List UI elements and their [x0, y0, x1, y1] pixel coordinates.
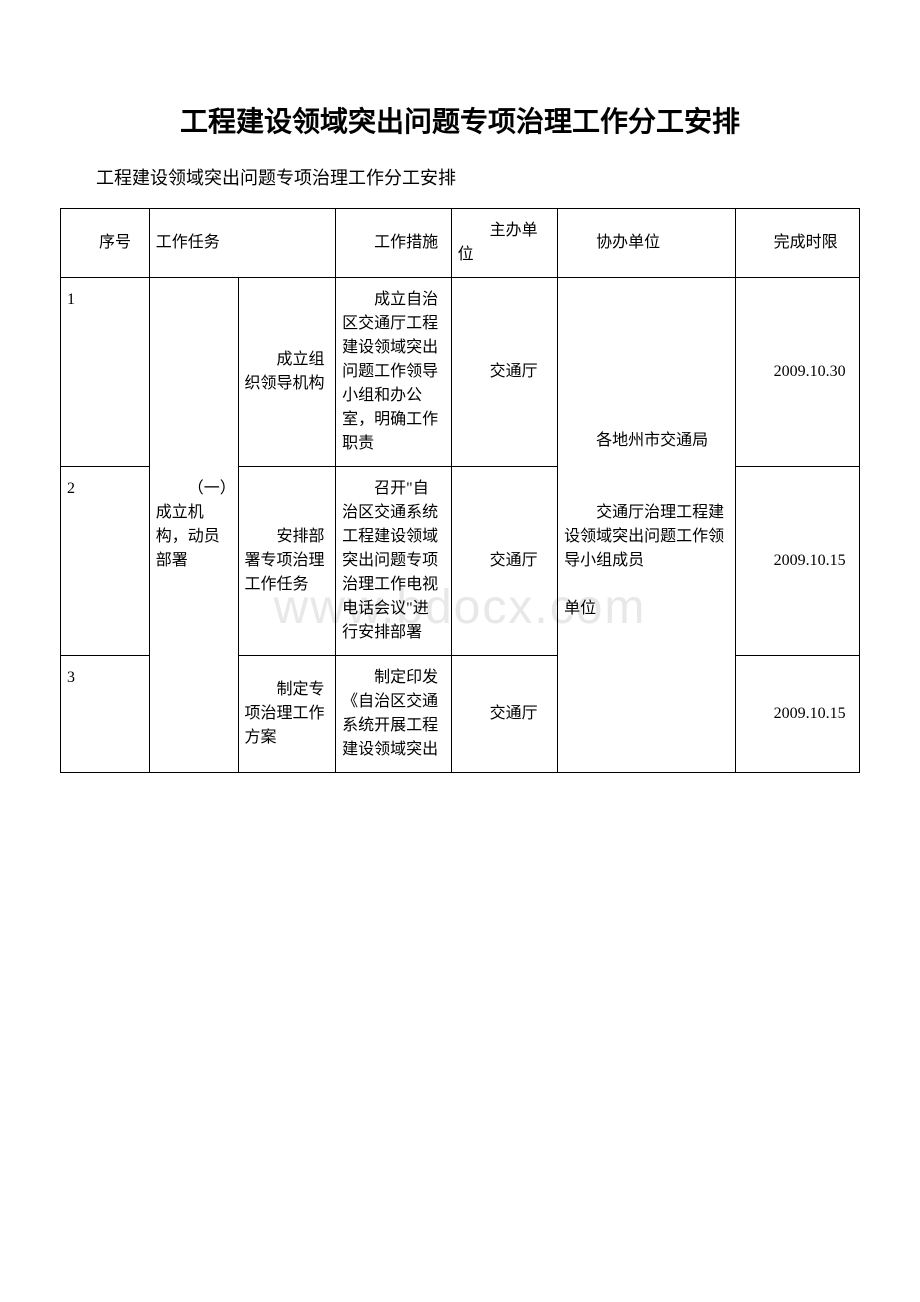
cell-subtask: 安排部署专项治理工作任务 [238, 467, 336, 656]
header-seq: 序号 [61, 209, 150, 278]
cell-measure: 制定印发《自治区交通系统开展工程建设领域突出 [336, 656, 451, 773]
cell-seq: 3 [61, 656, 150, 773]
cell-measure: 召开"自治区交通系统工程建设领域突出问题专项治理工作电视电话会议"进行安排部署 [336, 467, 451, 656]
cell-seq: 1 [61, 278, 150, 467]
cell-main-unit: 交通厅 [451, 467, 558, 656]
header-measure: 工作措施 [336, 209, 451, 278]
cell-deadline: 2009.10.30 [735, 278, 859, 467]
table-wrapper: 序号 工作任务 工作措施 主办单位 协办单位 完成时限 1 （一）成立机构，动员… [60, 208, 860, 773]
header-task: 工作任务 [149, 209, 335, 278]
cell-main-unit: 交通厅 [451, 656, 558, 773]
header-main: 主办单位 [451, 209, 558, 278]
cell-seq: 2 [61, 467, 150, 656]
cell-measure: 成立自治区交通厅工程建设领域突出问题工作领导小组和办公室，明确工作职责 [336, 278, 451, 467]
table-row: 1 （一）成立机构，动员部署 成立组织领导机构 成立自治区交通厅工程建设领域突出… [61, 278, 860, 467]
page-subtitle: 工程建设领域突出问题专项治理工作分工安排 [60, 164, 860, 190]
cell-assist-unit-group: 各地州市交通局交通厅治理工程建设领域突出问题工作领导小组成员 单位 [558, 278, 736, 773]
header-deadline: 完成时限 [735, 209, 859, 278]
page-title: 工程建设领域突出问题专项治理工作分工安排 [60, 100, 860, 140]
cell-deadline: 2009.10.15 [735, 656, 859, 773]
assignment-table: 序号 工作任务 工作措施 主办单位 协办单位 完成时限 1 （一）成立机构，动员… [60, 208, 860, 773]
cell-subtask: 制定专项治理工作方案 [238, 656, 336, 773]
header-assist: 协办单位 [558, 209, 736, 278]
cell-subtask: 成立组织领导机构 [238, 278, 336, 467]
cell-deadline: 2009.10.15 [735, 467, 859, 656]
cell-main-unit: 交通厅 [451, 278, 558, 467]
cell-task-group: （一）成立机构，动员部署 [149, 278, 238, 773]
table-header-row: 序号 工作任务 工作措施 主办单位 协办单位 完成时限 [61, 209, 860, 278]
